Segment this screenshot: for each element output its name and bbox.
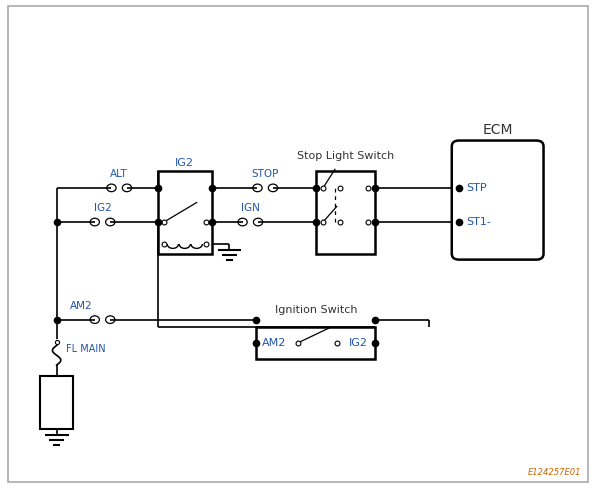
Text: ST1-: ST1- [466,217,491,227]
Text: Stop Light Switch: Stop Light Switch [297,151,395,161]
Text: FL MAIN: FL MAIN [66,344,105,354]
Text: STOP: STOP [252,169,279,179]
Text: IG2: IG2 [349,338,368,348]
Text: ECM: ECM [482,122,513,137]
Text: AM2: AM2 [70,301,93,311]
Text: IGN: IGN [241,203,260,213]
Bar [256,327,375,359]
Text: ALT: ALT [110,169,128,179]
Bar [316,171,375,254]
Text: IG2: IG2 [175,159,194,168]
Text: Ignition Switch: Ignition Switch [275,305,357,315]
FancyBboxPatch shape [452,141,544,260]
Text: IG2: IG2 [94,203,111,213]
Bar [41,376,73,429]
Text: STP: STP [466,183,487,193]
FancyBboxPatch shape [8,6,588,482]
Bar [158,171,212,254]
Text: E124257E01: E124257E01 [527,468,581,477]
Text: AM2: AM2 [262,338,286,348]
